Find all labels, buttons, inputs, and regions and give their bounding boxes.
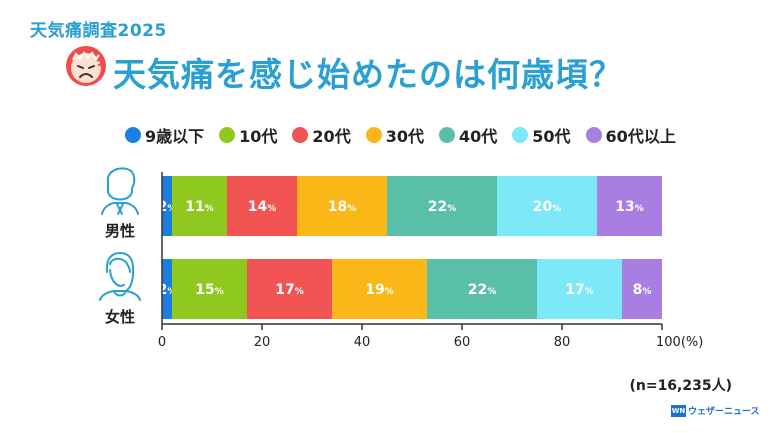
male-person-icon [101, 167, 139, 215]
legend-label: 30代 [385, 127, 424, 146]
legend-swatch [365, 127, 382, 143]
bar-value-label: 19% [365, 282, 394, 298]
bar-segment [172, 176, 227, 236]
bar-segment [537, 259, 622, 319]
legend-swatch [292, 127, 309, 143]
x-tick-label: 100(%) [656, 335, 703, 350]
legend-swatch [512, 127, 529, 143]
x-tick-label: 80 [554, 335, 571, 350]
page-title: 天気痛を感じ始めたのは何歳頃？ [113, 55, 623, 94]
legend-label: 40代 [458, 127, 498, 146]
x-tick-label: 60 [454, 335, 471, 350]
weathernews-logo: WN ウェザーニュース [671, 404, 760, 417]
bar-value-label: 18% [328, 199, 357, 215]
x-tick-label: 0 [158, 335, 166, 350]
bar-value-label: 13% [615, 199, 644, 215]
legend-item: 20代 [292, 123, 351, 147]
bar-value-label: 17% [275, 282, 304, 298]
bar-segment [427, 259, 537, 319]
category-label: 男性 [105, 222, 135, 240]
bar-value-label: 15% [195, 282, 224, 298]
logo-mark: WN [671, 404, 686, 417]
bar-value-label: 22% [428, 199, 457, 215]
bar-segment [247, 259, 332, 319]
legend-item: 9歳以下 [125, 123, 204, 147]
sample-size-note: (n=16,235人) [629, 378, 732, 394]
legend-label: 9歳以下 [145, 127, 205, 146]
legend-swatch [585, 127, 602, 143]
bar-value-label: 20% [533, 199, 562, 215]
female-person-icon [99, 252, 141, 301]
bar-segment [387, 176, 497, 236]
headache-face-icon [66, 46, 106, 86]
logo-text: ウェザーニュース [688, 407, 760, 417]
bar-segment [172, 259, 247, 319]
bar-value-label: 14% [248, 199, 277, 215]
bar-value-label: 22% [468, 282, 497, 298]
bar-segment [297, 176, 387, 236]
bar-segment [622, 259, 662, 319]
x-tick-label: 40 [354, 335, 371, 350]
x-tick-label: 20 [254, 335, 271, 350]
legend-swatch [438, 127, 455, 143]
legend-swatch [219, 127, 236, 143]
bar-segment [162, 176, 172, 236]
legend-label: 20代 [312, 127, 351, 146]
bar-segment [497, 176, 597, 236]
legend-item: 10代 [219, 123, 277, 147]
legend-swatch [125, 127, 141, 143]
bar-segment [332, 259, 427, 319]
bar-value-label: 8% [633, 282, 652, 298]
category-label: 女性 [105, 308, 135, 326]
bar-value-label: 11% [185, 199, 214, 215]
legend-item: 50代 [512, 123, 571, 147]
survey-tag: 天気痛調査2025 [30, 21, 167, 41]
chart-legend: 9歳以下 10代 20代 30代 40代 50代 60代以上 [125, 123, 676, 147]
legend-label: 60代以上 [605, 127, 676, 146]
bar-segment [162, 259, 172, 319]
legend-item: 40代 [438, 123, 498, 147]
legend-label: 10代 [239, 127, 278, 146]
legend-item: 60代以上 [585, 123, 676, 147]
bar-segment [597, 176, 662, 236]
legend-item: 30代 [365, 123, 424, 147]
bar-value-label: 17% [565, 282, 594, 298]
bar-segment [227, 176, 297, 236]
legend-label: 50代 [532, 127, 571, 146]
